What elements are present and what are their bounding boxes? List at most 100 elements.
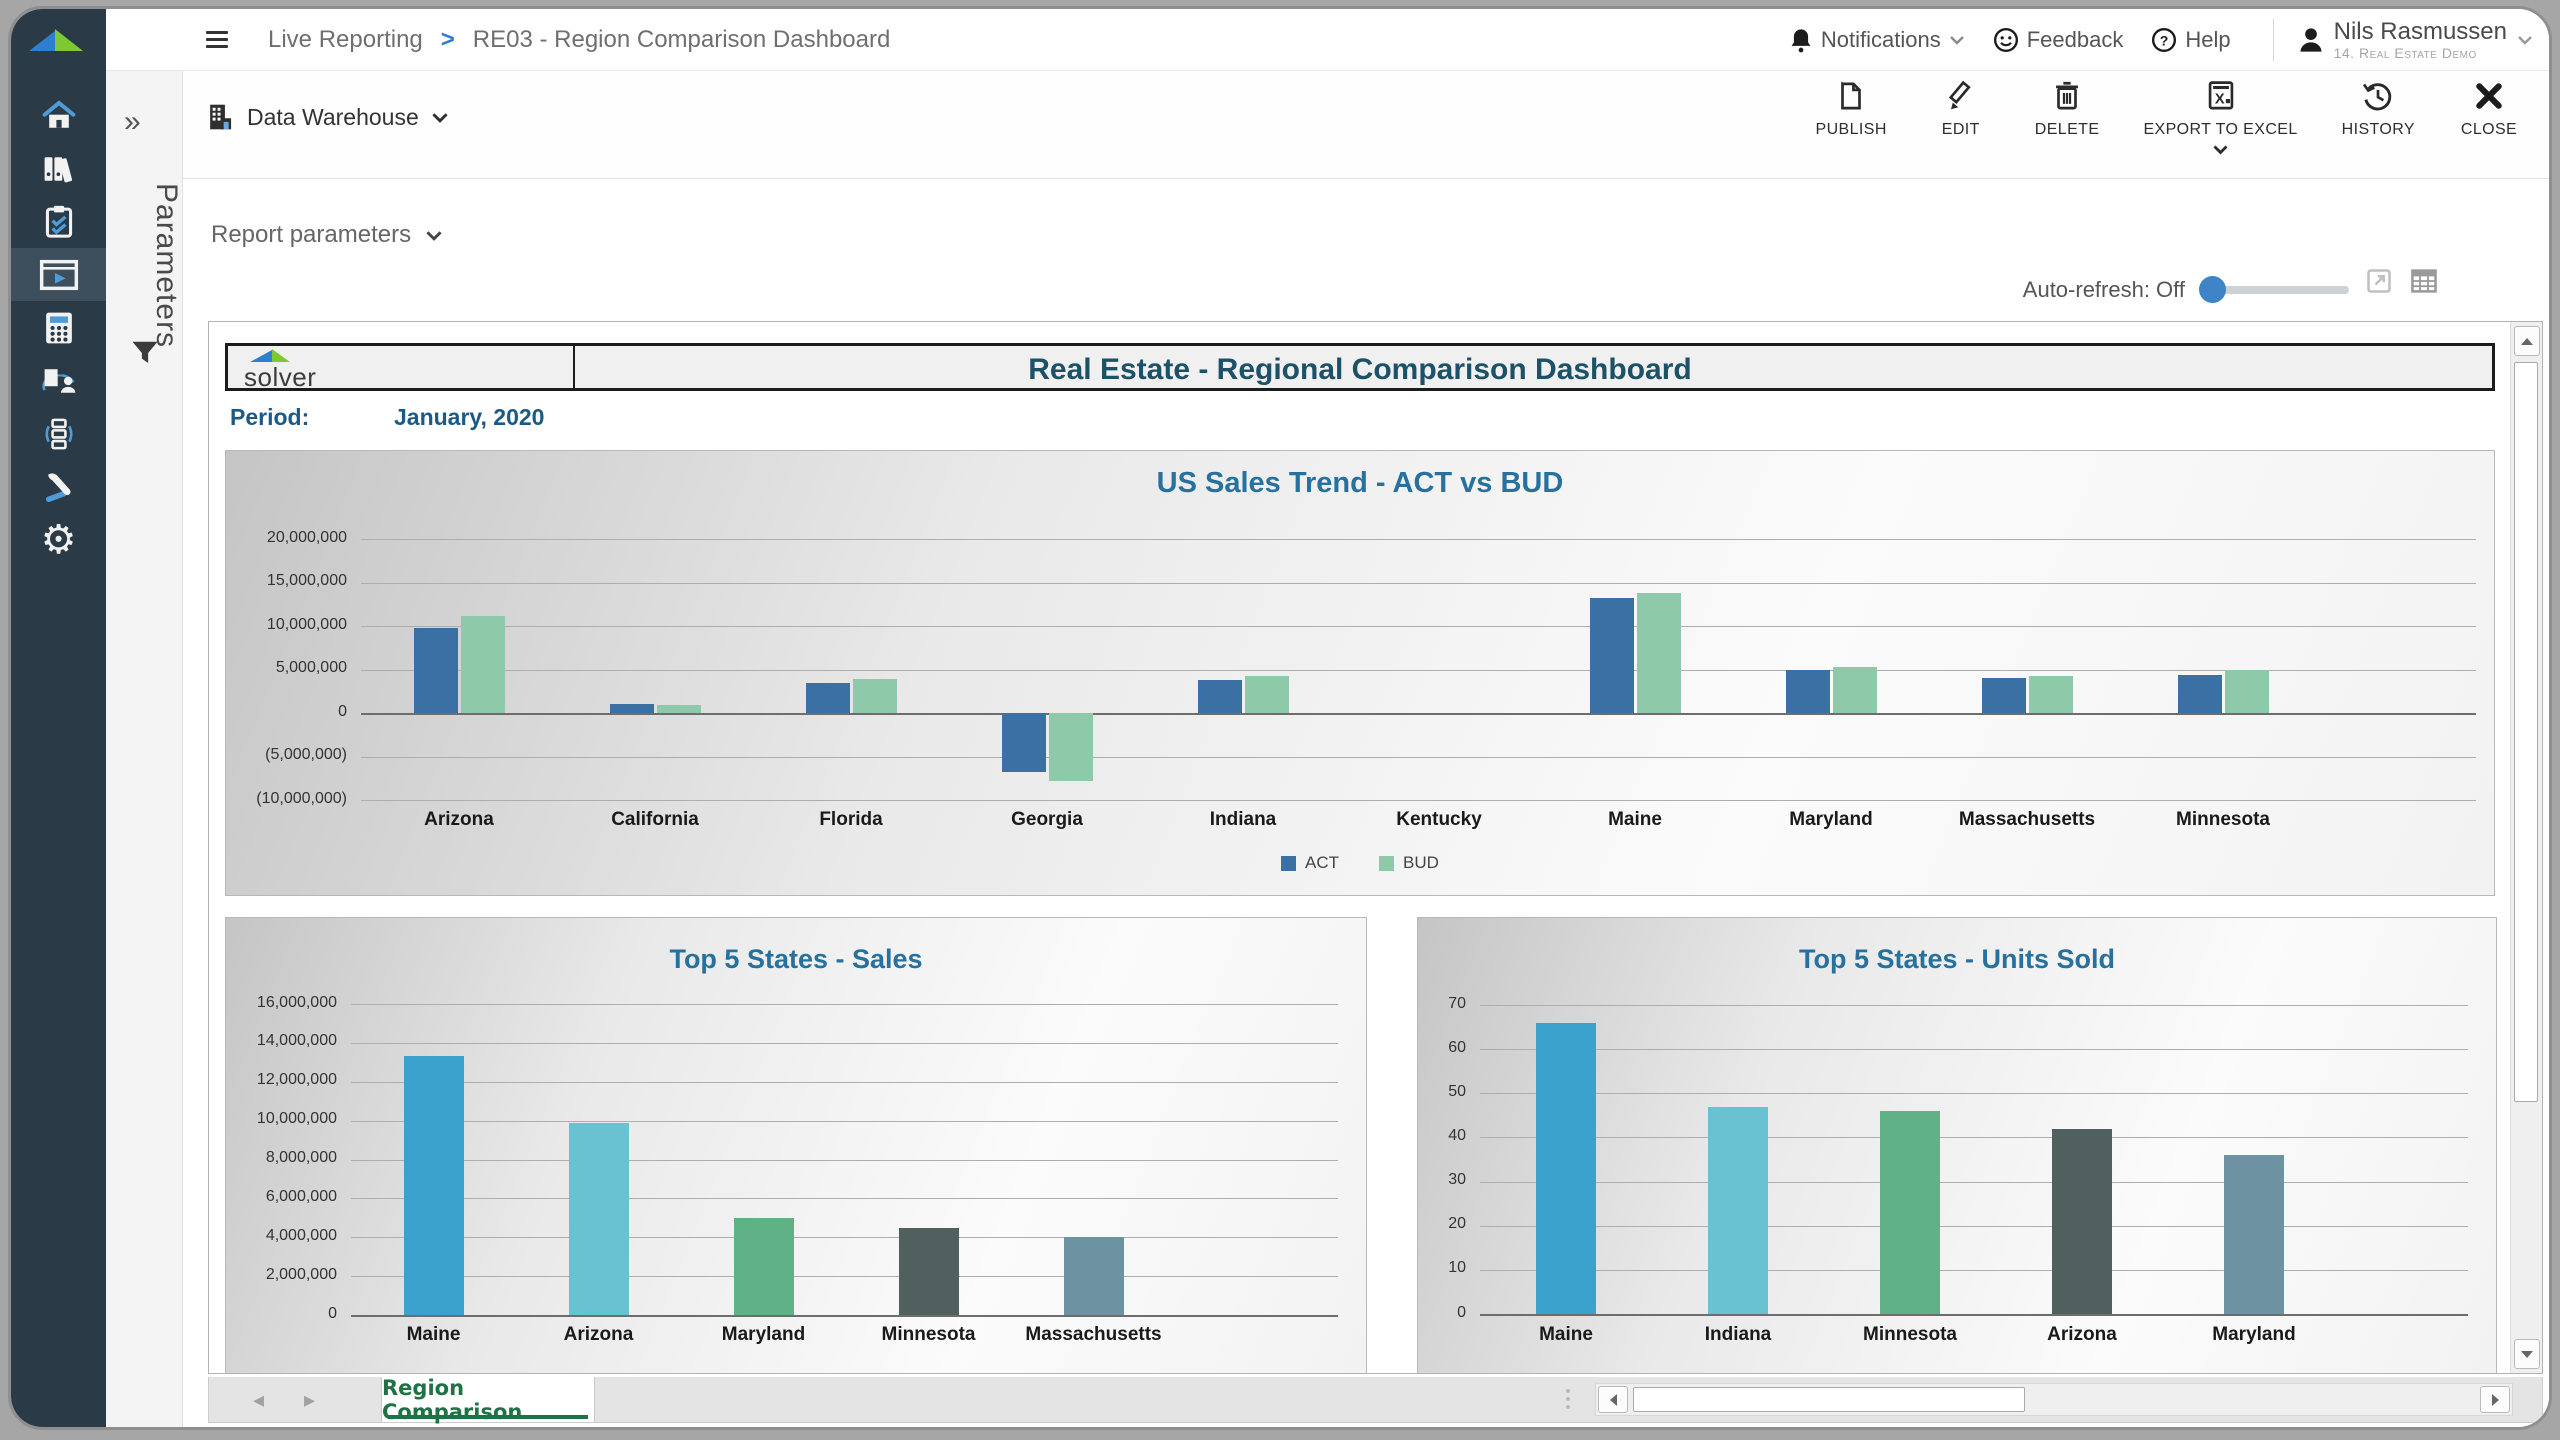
expand-parameters-icon[interactable]: »: [124, 107, 141, 137]
vertical-scrollbar-thumb[interactable]: [2514, 362, 2538, 1102]
bar-california-bud: [657, 705, 701, 713]
user-name: Nils Rasmussen: [2334, 19, 2507, 44]
edit-icon: [1945, 79, 1977, 113]
notifications-button[interactable]: Notifications: [1789, 27, 1965, 53]
gridline: [1480, 1049, 2468, 1050]
bar-minnesota: [899, 1228, 959, 1315]
bar-georgia-act: [1002, 713, 1046, 772]
filter-icon[interactable]: [130, 339, 160, 372]
pop-out-report-icon[interactable]: [2365, 267, 2393, 300]
sidebar-item-process-flows[interactable]: [11, 407, 106, 460]
chevron-down-icon: [2212, 145, 2229, 155]
legend-label: ACT: [1305, 853, 1339, 873]
sidebar-item-archive[interactable]: [11, 142, 106, 195]
edit-button[interactable]: EDIT: [1931, 79, 1991, 139]
sidebar-item-live-reporting[interactable]: [11, 248, 106, 301]
publish-button[interactable]: PUBLISH: [1816, 79, 1887, 139]
gridline: [361, 583, 2476, 584]
gridline: [361, 800, 2476, 801]
y-axis-tick-label: 15,000,000: [226, 572, 347, 590]
tab-scroll-left-icon[interactable]: ◂: [253, 1387, 264, 1413]
horizontal-scrollbar[interactable]: [1595, 1383, 2513, 1416]
x-axis-category-label: Maryland: [1733, 809, 1929, 831]
grid-view-icon[interactable]: [2409, 267, 2439, 300]
binders-icon: [40, 152, 78, 186]
bar-indiana: [1708, 1107, 1768, 1314]
x-axis-category-label: Maryland: [681, 1324, 846, 1346]
gridline: [351, 1004, 1338, 1005]
bar-massachusetts: [1064, 1237, 1124, 1315]
auto-refresh-knob[interactable]: [2199, 276, 2226, 303]
scroll-left-button[interactable]: [1598, 1386, 1628, 1413]
y-axis-tick-label: 30: [1418, 1171, 1466, 1189]
svg-text:X: X: [2214, 91, 2224, 107]
gear-icon: ⚙: [41, 520, 77, 560]
solver-app-logo-icon[interactable]: [25, 21, 89, 69]
horizontal-scrollbar-thumb[interactable]: [1633, 1387, 2025, 1412]
bar-minnesota-act: [2178, 675, 2222, 713]
tab-region-comparison[interactable]: Region Comparison: [381, 1377, 595, 1422]
y-axis-tick-label: 6,000,000: [226, 1188, 337, 1206]
close-button[interactable]: CLOSE: [2459, 79, 2519, 139]
tab-scroll-right-icon[interactable]: ▸: [304, 1387, 315, 1413]
vertical-scrollbar[interactable]: [2510, 322, 2542, 1373]
chart-title: US Sales Trend - ACT vs BUD: [226, 467, 2494, 500]
publish-label: PUBLISH: [1816, 121, 1887, 139]
splitter-grip[interactable]: [1566, 1389, 1572, 1413]
y-axis-tick-label: 60: [1418, 1039, 1466, 1057]
chart-top5-sales: Top 5 States - Sales 16,000,00014,000,00…: [225, 917, 1367, 1373]
x-axis-category-label: Maine: [351, 1324, 516, 1346]
axis-zero-line: [361, 713, 2476, 715]
gridline: [351, 1082, 1338, 1083]
export-to-excel-button[interactable]: X EXPORT TO EXCEL: [2143, 79, 2297, 155]
bar-maryland-act: [1786, 670, 1830, 713]
bar-georgia-bud: [1049, 713, 1093, 781]
sidebar-item-assignments[interactable]: [11, 195, 106, 248]
publish-icon: [1836, 79, 1866, 113]
hamburger-menu-icon[interactable]: [206, 31, 228, 49]
gridline: [1480, 1226, 2468, 1227]
scroll-down-button[interactable]: [2514, 1339, 2540, 1369]
y-axis-tick-label: 0: [226, 703, 347, 721]
bar-indiana-bud: [1245, 676, 1289, 713]
x-axis-category-label: Indiana: [1145, 809, 1341, 831]
gridline: [351, 1121, 1338, 1122]
breadcrumb-section[interactable]: Live Reporting: [268, 26, 423, 53]
feedback-button[interactable]: Feedback: [1993, 27, 2124, 53]
sidebar-item-home[interactable]: [11, 89, 106, 142]
gridline: [1480, 1270, 2468, 1271]
gridline: [361, 539, 2476, 540]
history-button[interactable]: HISTORY: [2342, 79, 2415, 139]
scroll-up-button[interactable]: [2514, 326, 2540, 356]
bar-arizona-bud: [461, 616, 505, 713]
bar-maryland-bud: [1833, 667, 1877, 713]
tools-icon: [40, 469, 78, 505]
chevron-down-icon: [431, 112, 449, 123]
sidebar: ⚙: [11, 9, 106, 1427]
scroll-right-button[interactable]: [2480, 1386, 2510, 1413]
x-axis-category-label: Maryland: [2168, 1324, 2340, 1346]
bar-maine: [404, 1056, 464, 1315]
sidebar-item-user-documents[interactable]: [11, 354, 106, 407]
edit-label: EDIT: [1942, 121, 1980, 139]
sidebar-item-settings[interactable]: ⚙: [11, 513, 106, 566]
axis-zero-line: [1480, 1314, 2468, 1316]
excel-icon: X: [2206, 79, 2236, 113]
sidebar-item-budgeting[interactable]: [11, 301, 106, 354]
delete-button[interactable]: DELETE: [2035, 79, 2100, 139]
gridline: [351, 1198, 1338, 1199]
gridline: [361, 670, 2476, 671]
help-button[interactable]: ? Help: [2151, 27, 2230, 53]
user-menu[interactable]: Nils Rasmussen 14. Real Estate Demo: [2298, 19, 2533, 60]
x-axis-category-label: Maine: [1480, 1324, 1652, 1346]
auto-refresh-slider[interactable]: [2201, 286, 2349, 294]
data-source-selector[interactable]: Data Warehouse: [205, 101, 449, 133]
report-parameters-toggle[interactable]: Report parameters: [211, 221, 443, 249]
bar-maryland: [2224, 1155, 2284, 1314]
history-label: HISTORY: [2342, 121, 2415, 139]
data-warehouse-icon: [205, 101, 235, 133]
chevron-down-icon: [2517, 35, 2533, 45]
help-label: Help: [2185, 27, 2230, 53]
sidebar-item-administration[interactable]: [11, 460, 106, 513]
x-axis-category-label: Minnesota: [1824, 1324, 1996, 1346]
